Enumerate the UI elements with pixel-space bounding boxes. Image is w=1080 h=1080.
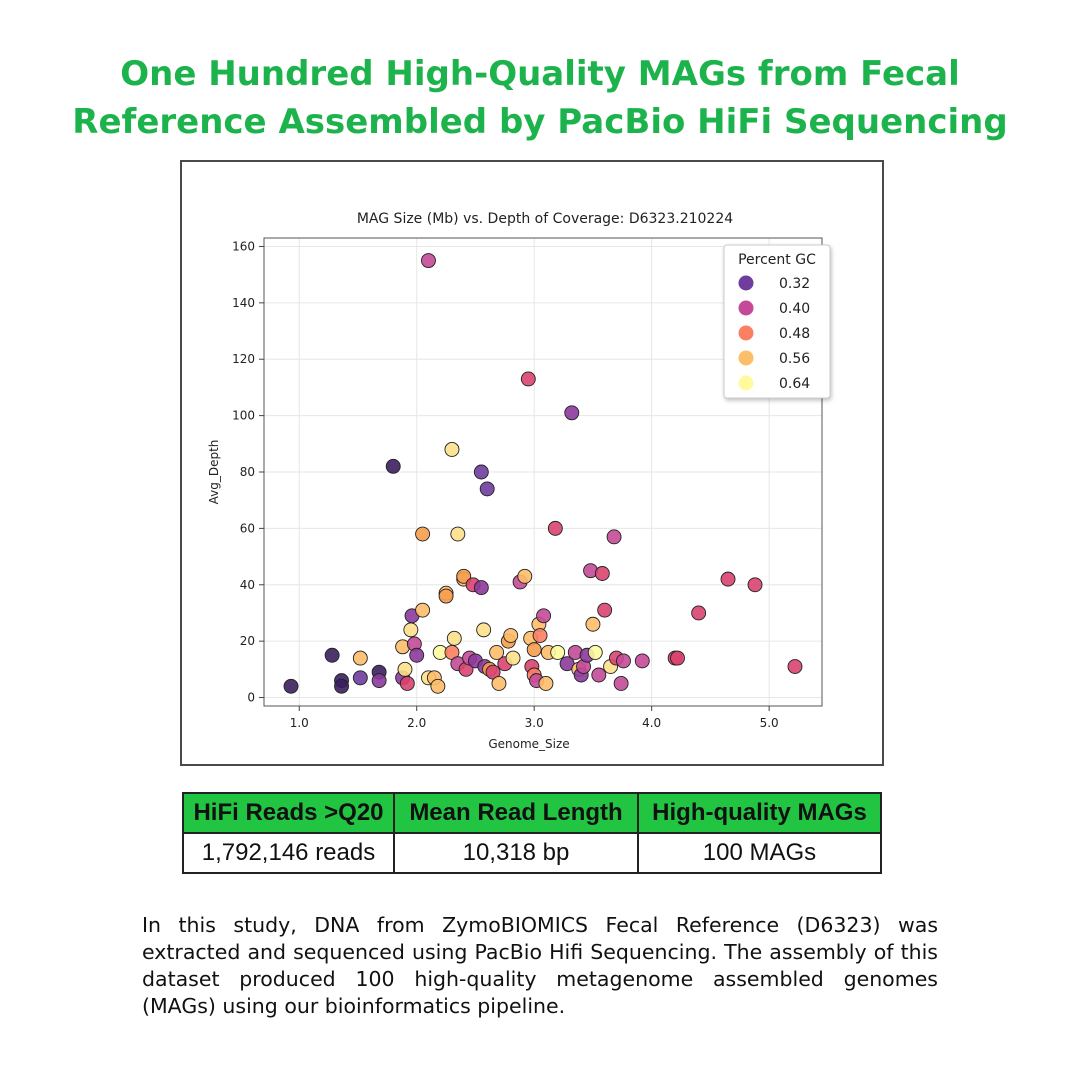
x-tick-label: 3.0 bbox=[525, 716, 544, 730]
legend-label: 0.40 bbox=[779, 301, 810, 317]
data-point bbox=[415, 526, 431, 542]
data-point bbox=[536, 608, 552, 624]
y-tick-label: 0 bbox=[247, 691, 255, 705]
y-tick-label: 60 bbox=[240, 521, 255, 535]
headline-line-2: Reference Assembled by PacBio HiFi Seque… bbox=[72, 102, 1008, 142]
value-mean-read-length: 10,318 bp bbox=[393, 832, 639, 874]
legend-marker bbox=[738, 350, 754, 366]
value-hq-mags: 100 MAGs bbox=[637, 832, 882, 874]
header-hq-mags: High-quality MAGs bbox=[637, 792, 882, 834]
data-point bbox=[283, 678, 299, 694]
data-point bbox=[324, 647, 340, 663]
data-point bbox=[591, 667, 607, 683]
legend-marker bbox=[738, 325, 754, 341]
legend-label: 0.48 bbox=[779, 326, 810, 342]
x-tick-label: 5.0 bbox=[760, 716, 779, 730]
data-point bbox=[634, 653, 650, 669]
data-point bbox=[334, 678, 349, 694]
data-point bbox=[505, 650, 521, 666]
data-point bbox=[564, 405, 580, 421]
data-point bbox=[473, 580, 489, 596]
data-point bbox=[520, 371, 536, 387]
data-point bbox=[438, 588, 454, 604]
legend-marker bbox=[738, 375, 754, 391]
headline-line-1: One Hundred High-Quality MAGs from Fecal bbox=[120, 54, 960, 94]
stats-header-row: HiFi Reads >Q20 Mean Read Length High-qu… bbox=[182, 792, 882, 834]
data-point bbox=[720, 571, 736, 587]
description-text: In this study, DNA from ZymoBIOMICS Feca… bbox=[142, 913, 938, 1018]
legend-title: Percent GC bbox=[738, 252, 816, 268]
y-tick-label: 100 bbox=[232, 409, 255, 423]
data-point bbox=[587, 644, 603, 660]
data-point bbox=[616, 653, 631, 669]
data-point bbox=[503, 628, 519, 643]
y-tick-label: 160 bbox=[232, 239, 255, 253]
scatter-chart: MAG Size (Mb) vs. Depth of Coverage: D63… bbox=[207, 211, 831, 751]
header-hifi-reads: HiFi Reads >Q20 bbox=[182, 792, 395, 834]
data-point bbox=[456, 568, 472, 584]
legend-marker bbox=[738, 300, 754, 316]
x-axis-label: Genome_Size bbox=[488, 737, 569, 751]
data-point bbox=[517, 568, 533, 584]
y-tick-label: 40 bbox=[240, 578, 255, 592]
data-point bbox=[450, 526, 466, 542]
data-point bbox=[597, 602, 613, 618]
data-point bbox=[415, 602, 431, 618]
legend-marker bbox=[738, 275, 754, 291]
y-tick-label: 80 bbox=[240, 465, 255, 479]
data-point bbox=[532, 628, 548, 643]
data-point bbox=[403, 622, 419, 638]
value-hifi-reads: 1,792,146 reads bbox=[182, 832, 395, 874]
stats-table: HiFi Reads >Q20 Mean Read Length High-qu… bbox=[182, 792, 882, 874]
y-tick-label: 20 bbox=[240, 634, 255, 648]
x-tick-label: 2.0 bbox=[407, 716, 426, 730]
data-point bbox=[430, 678, 446, 694]
data-point bbox=[594, 566, 610, 581]
data-point bbox=[421, 253, 436, 269]
data-point bbox=[409, 647, 425, 663]
headline: One Hundred High-Quality MAGs from Fecal… bbox=[40, 50, 1040, 146]
data-point bbox=[787, 659, 803, 674]
data-points bbox=[283, 253, 803, 694]
header-mean-read-length: Mean Read Length bbox=[393, 792, 639, 834]
stats-value-row: 1,792,146 reads 10,318 bp 100 MAGs bbox=[182, 832, 882, 874]
data-point bbox=[526, 642, 542, 658]
data-point bbox=[691, 605, 707, 621]
data-point bbox=[613, 675, 629, 691]
data-point bbox=[547, 520, 563, 536]
data-point bbox=[606, 529, 622, 545]
data-point bbox=[399, 675, 415, 691]
data-point bbox=[371, 673, 387, 689]
legend-label: 0.32 bbox=[779, 276, 810, 292]
data-point bbox=[352, 650, 368, 666]
data-point bbox=[670, 650, 685, 666]
data-point bbox=[479, 481, 495, 497]
x-tick-label: 1.0 bbox=[290, 716, 309, 730]
data-point bbox=[385, 458, 401, 474]
data-point bbox=[489, 644, 505, 660]
data-point bbox=[585, 616, 601, 632]
y-tick-label: 140 bbox=[232, 296, 255, 310]
data-point bbox=[352, 670, 368, 686]
legend: Percent GC 0.32 0.40 0.48 0.56 0.64 bbox=[723, 244, 831, 399]
legend-entries: 0.32 0.40 0.48 0.56 0.64 bbox=[738, 275, 810, 392]
legend-label: 0.64 bbox=[779, 376, 810, 392]
data-point bbox=[476, 622, 492, 638]
y-axis-label: Avg_Depth bbox=[207, 440, 221, 505]
x-tick-label: 4.0 bbox=[642, 716, 661, 730]
legend-label: 0.56 bbox=[779, 351, 810, 367]
data-point bbox=[397, 661, 413, 677]
data-point bbox=[446, 630, 462, 646]
data-point bbox=[473, 464, 489, 480]
data-point bbox=[491, 675, 507, 691]
data-point bbox=[747, 577, 763, 593]
data-point bbox=[444, 441, 460, 457]
data-point bbox=[550, 644, 566, 660]
data-point bbox=[538, 675, 554, 691]
chart-title: MAG Size (Mb) vs. Depth of Coverage: D63… bbox=[357, 211, 733, 227]
axis-ticks: 1.0 2.0 3.0 4.0 5.0 0 20 40 60 80 100 120 140 160 bbox=[232, 239, 779, 730]
y-tick-label: 120 bbox=[232, 352, 255, 366]
chart-frame: MAG Size (Mb) vs. Depth of Coverage: D63… bbox=[180, 160, 884, 766]
